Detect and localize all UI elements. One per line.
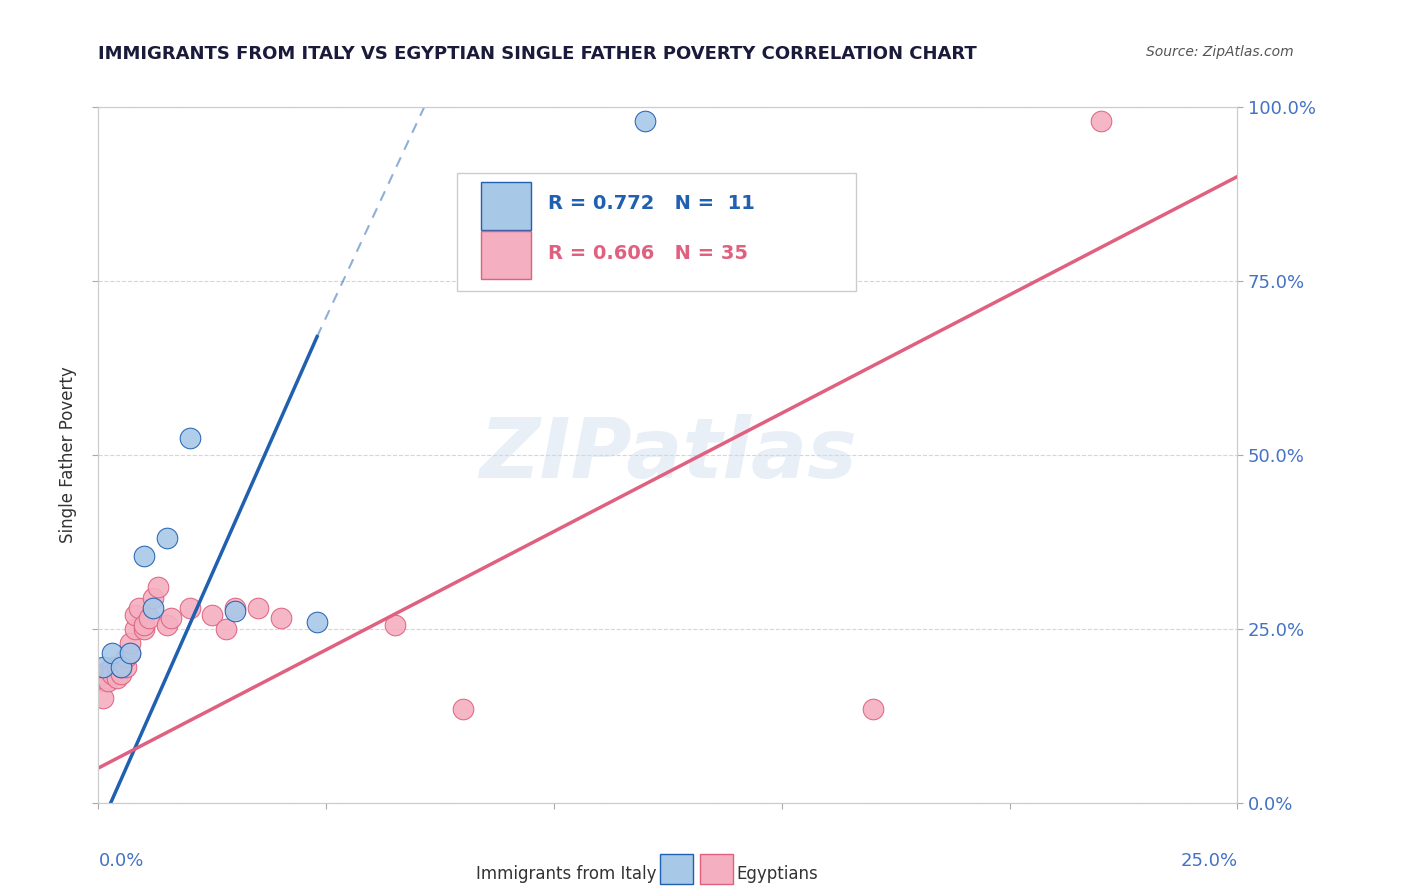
- Point: [307, 615, 329, 629]
- Point: [91, 674, 114, 689]
- Y-axis label: Single Father Poverty: Single Father Poverty: [59, 367, 77, 543]
- Text: Immigrants from Italy: Immigrants from Italy: [477, 865, 657, 883]
- Point: [110, 667, 132, 681]
- Text: Source: ZipAtlas.com: Source: ZipAtlas.com: [1146, 45, 1294, 59]
- Text: ZIPatlas: ZIPatlas: [479, 415, 856, 495]
- Point: [120, 646, 142, 660]
- Point: [1090, 114, 1112, 128]
- Point: [91, 667, 114, 681]
- FancyBboxPatch shape: [481, 182, 531, 230]
- Point: [156, 532, 179, 546]
- Point: [451, 702, 474, 716]
- Text: Egyptians: Egyptians: [737, 865, 818, 883]
- Point: [101, 667, 124, 681]
- Point: [128, 601, 150, 615]
- Point: [146, 580, 169, 594]
- Point: [105, 671, 128, 685]
- Point: [124, 607, 146, 622]
- Point: [224, 605, 246, 619]
- Point: [124, 622, 146, 636]
- Point: [96, 664, 118, 678]
- Point: [156, 618, 179, 632]
- Point: [246, 601, 269, 615]
- Point: [224, 601, 246, 615]
- FancyBboxPatch shape: [700, 854, 733, 884]
- Point: [132, 618, 155, 632]
- Point: [91, 660, 114, 674]
- Point: [634, 114, 657, 128]
- Point: [114, 649, 136, 664]
- Text: IMMIGRANTS FROM ITALY VS EGYPTIAN SINGLE FATHER POVERTY CORRELATION CHART: IMMIGRANTS FROM ITALY VS EGYPTIAN SINGLE…: [98, 45, 977, 62]
- Point: [270, 611, 292, 625]
- Point: [101, 646, 124, 660]
- Point: [105, 660, 128, 674]
- Point: [201, 607, 224, 622]
- Point: [91, 691, 114, 706]
- Point: [101, 660, 124, 674]
- Point: [120, 636, 142, 650]
- Point: [384, 618, 406, 632]
- FancyBboxPatch shape: [481, 231, 531, 279]
- Point: [114, 660, 136, 674]
- Text: 0.0%: 0.0%: [98, 852, 143, 870]
- Text: R = 0.606   N = 35: R = 0.606 N = 35: [548, 244, 748, 262]
- Point: [138, 611, 160, 625]
- Point: [179, 430, 201, 444]
- Point: [96, 674, 118, 689]
- FancyBboxPatch shape: [659, 854, 693, 884]
- Point: [110, 660, 132, 674]
- Point: [132, 549, 155, 563]
- Point: [142, 601, 165, 615]
- FancyBboxPatch shape: [457, 173, 856, 292]
- Point: [160, 611, 183, 625]
- Text: R = 0.772   N =  11: R = 0.772 N = 11: [548, 194, 755, 212]
- Point: [120, 646, 142, 660]
- Point: [142, 591, 165, 605]
- Point: [179, 601, 201, 615]
- Point: [110, 660, 132, 674]
- Point: [132, 622, 155, 636]
- Text: 25.0%: 25.0%: [1180, 852, 1237, 870]
- Point: [215, 622, 238, 636]
- Point: [862, 702, 884, 716]
